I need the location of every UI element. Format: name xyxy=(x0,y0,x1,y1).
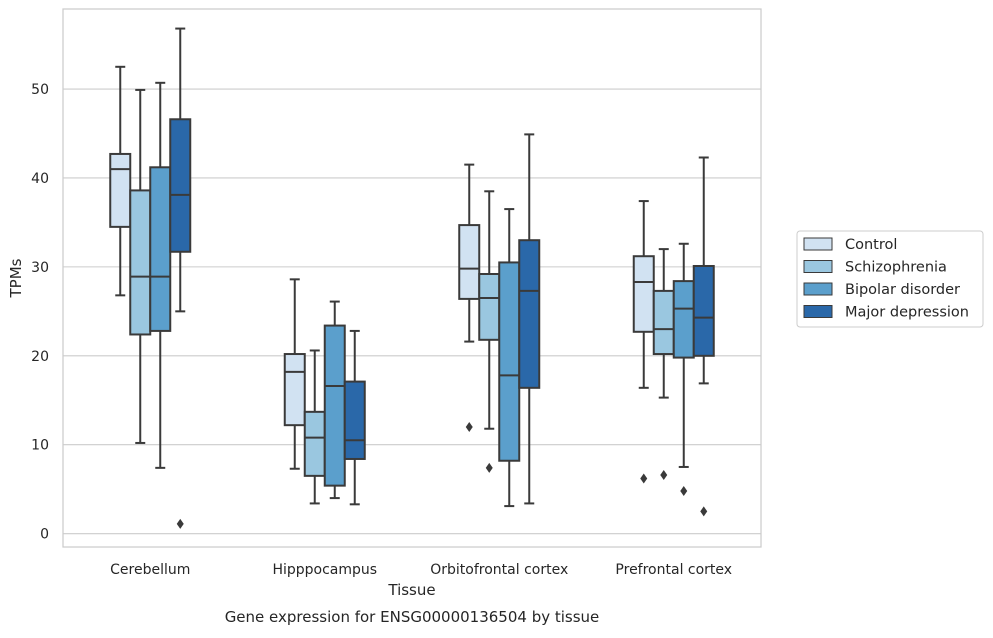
box-iqr xyxy=(283,353,306,427)
box-control-cerebellum xyxy=(109,65,132,297)
box-iqr xyxy=(498,261,521,462)
y-tick-label: 50 xyxy=(31,82,49,98)
box-iqr xyxy=(343,380,366,460)
y-tick-label: 40 xyxy=(31,171,49,187)
box-major-depression-cerebellum xyxy=(169,27,192,529)
legend-label: Control xyxy=(845,237,897,253)
x-tick-label: Cerebellum xyxy=(110,562,190,578)
legend-swatch xyxy=(803,260,833,273)
legend-frame xyxy=(796,230,984,328)
y-axis-label: TPMs xyxy=(7,258,25,298)
box-control-prefrontal-cortex xyxy=(632,200,655,484)
x-tick-label: Prefrontal cortex xyxy=(615,562,732,578)
box-major-depression-prefrontal-cortex xyxy=(692,156,715,517)
y-tick-labels: 0 10 20 30 40 50 xyxy=(31,82,49,543)
y-tick-label: 0 xyxy=(40,527,49,543)
box-iqr xyxy=(129,189,152,336)
legend-items: Control Schizophrenia Bipolar disorder Majo… xyxy=(803,237,969,321)
box-control-orbitofrontal-cortex xyxy=(458,163,481,432)
outlier-point xyxy=(680,485,688,496)
legend-swatch xyxy=(803,237,833,251)
boxes-layer xyxy=(109,27,715,529)
legend-swatch xyxy=(803,305,833,318)
box-iqr xyxy=(632,255,655,333)
box-iqr xyxy=(303,410,326,477)
box-schizophrenia-orbitofrontal-cortex xyxy=(478,190,501,473)
box-schizophrenia-prefrontal-cortex xyxy=(652,248,675,480)
chart-caption: Gene expression for ENSG00000136504 by t… xyxy=(225,608,600,626)
legend: Control Schizophrenia Bipolar disorder Majo… xyxy=(796,230,984,328)
box-iqr xyxy=(323,324,346,487)
outlier-point xyxy=(700,506,708,517)
outlier-point xyxy=(465,421,473,432)
box-major-depression-hipppocampus xyxy=(343,329,366,506)
box-iqr xyxy=(109,152,132,228)
box-iqr xyxy=(458,224,481,300)
box-bipolar-disorder-cerebellum xyxy=(149,81,172,469)
y-tick-label: 30 xyxy=(31,260,49,276)
legend-label: Schizophrenia xyxy=(845,260,947,276)
plot-frame xyxy=(62,8,762,548)
box-schizophrenia-hipppocampus xyxy=(303,349,326,505)
outlier-point xyxy=(660,469,668,480)
box-bipolar-disorder-hipppocampus xyxy=(323,300,346,500)
box-iqr xyxy=(692,264,715,357)
box-schizophrenia-cerebellum xyxy=(129,88,152,444)
box-iqr xyxy=(518,239,541,389)
y-tick-label: 10 xyxy=(31,438,49,454)
outlier-point xyxy=(640,473,648,484)
x-tick-label: Orbitofrontal cortex xyxy=(430,562,568,578)
x-tick-label: Hipppocampus xyxy=(272,562,377,578)
legend-swatch xyxy=(803,282,833,296)
box-control-hipppocampus xyxy=(283,278,306,470)
x-axis-label: Tissue xyxy=(387,581,435,599)
x-tick-labels: Cerebellum Hipppocampus Orbitofrontal cort… xyxy=(110,562,732,578)
box-major-depression-orbitofrontal-cortex xyxy=(518,133,541,505)
box-bipolar-disorder-orbitofrontal-cortex xyxy=(498,208,521,508)
box-iqr xyxy=(672,280,695,359)
box-bipolar-disorder-prefrontal-cortex xyxy=(672,242,695,496)
box-iqr xyxy=(478,272,501,341)
outlier-point xyxy=(485,462,493,473)
legend-label: Major depression xyxy=(845,305,969,321)
box-iqr xyxy=(652,289,675,356)
box-iqr xyxy=(169,118,192,253)
outlier-point xyxy=(176,518,184,529)
legend-label: Bipolar disorder xyxy=(845,282,960,298)
box-iqr xyxy=(149,166,172,332)
y-tick-label: 20 xyxy=(31,349,49,365)
